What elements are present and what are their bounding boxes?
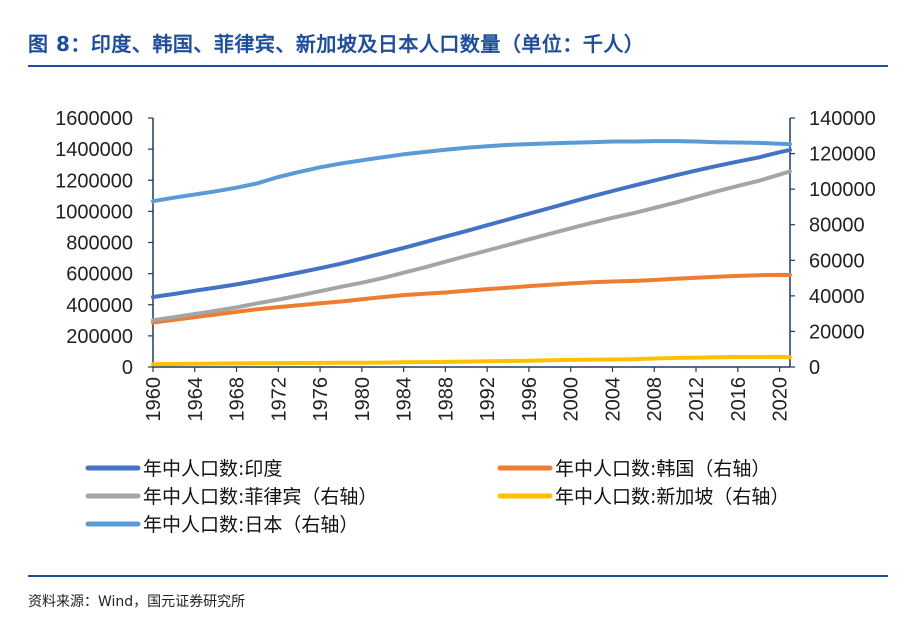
- legend-label-singapore: 年中人口数:新加坡（右轴）: [555, 486, 789, 508]
- x-axis-tick-label: 2016: [728, 377, 750, 422]
- x-axis-tick-label: 2004: [602, 377, 624, 422]
- legend-label-india: 年中人口数:印度: [143, 458, 282, 480]
- x-axis-tick-label: 2020: [770, 377, 792, 422]
- x-axis-tick-label: 1968: [227, 377, 249, 422]
- legend-label-philippines: 年中人口数:菲律宾（右轴）: [143, 486, 377, 508]
- right-axis-tick-label: 60000: [809, 250, 865, 272]
- series-line-singapore: [151, 354, 792, 367]
- left-axis-tick-label: 1000000: [55, 201, 133, 223]
- x-axis-tick-label: 1988: [435, 377, 457, 422]
- left-axis-tick-label: 800000: [66, 233, 133, 255]
- left-axis-tick-label: 1400000: [55, 139, 133, 161]
- x-axis-tick-label: 1976: [310, 377, 332, 422]
- title-divider: [28, 65, 888, 67]
- left-axis-tick-label: 0: [122, 357, 133, 379]
- x-axis-tick-label: 1980: [352, 377, 374, 422]
- x-axis-tick-label: 1992: [477, 377, 499, 422]
- right-axis-tick-label: 20000: [809, 321, 865, 343]
- series-layer: [151, 139, 792, 367]
- right-axis-tick-label: 140000: [809, 108, 876, 130]
- x-axis-tick-label: 1972: [268, 377, 290, 422]
- legend-label-korea: 年中人口数:韩国（右轴）: [555, 458, 770, 480]
- right-axis-tick-label: 0: [809, 357, 820, 379]
- series-line-india: [151, 147, 792, 299]
- right-axis-tick-label: 40000: [809, 286, 865, 308]
- left-axis-tick-label: 1600000: [55, 108, 133, 130]
- source-note: 资料来源：Wind，国元证券研究所: [28, 594, 246, 610]
- legend-label-japan: 年中人口数:日本（右轴）: [143, 514, 358, 536]
- figure-title: 图 8：印度、韩国、菲律宾、新加坡及日本人口数量（单位：千人）: [28, 32, 645, 56]
- series-line-philippines: [151, 169, 792, 323]
- x-axis-tick-label: 2012: [686, 377, 708, 422]
- x-axis-tick-label: 1960: [143, 377, 165, 422]
- left-axis-tick-label: 1200000: [55, 170, 133, 192]
- x-axis-tick-label: 2000: [561, 377, 583, 422]
- series-line-japan: [151, 139, 792, 204]
- left-axis-tick-label: 200000: [66, 326, 133, 348]
- left-axis-tick-label: 400000: [66, 295, 133, 317]
- footer-divider: [28, 575, 888, 577]
- x-axis-tick-label: 1984: [394, 377, 416, 422]
- left-axis-tick-label: 600000: [66, 264, 133, 286]
- x-axis-tick-label: 2008: [644, 377, 666, 422]
- right-axis-tick-label: 100000: [809, 179, 876, 201]
- axes-layer: 0200000400000600000800000100000012000001…: [55, 108, 876, 422]
- x-axis-tick-label: 1996: [519, 377, 541, 422]
- right-axis-tick-label: 80000: [809, 215, 865, 237]
- legend-layer: 年中人口数:印度 年中人口数:韩国（右轴） 年中人口数:菲律宾（右轴） 年中人口数:新…: [85, 458, 789, 536]
- population-line-chart: 0200000400000600000800000100000012000001…: [55, 108, 876, 536]
- x-axis-tick-label: 1964: [185, 377, 207, 422]
- right-axis-tick-label: 120000: [809, 144, 876, 166]
- series-line-korea: [151, 272, 792, 325]
